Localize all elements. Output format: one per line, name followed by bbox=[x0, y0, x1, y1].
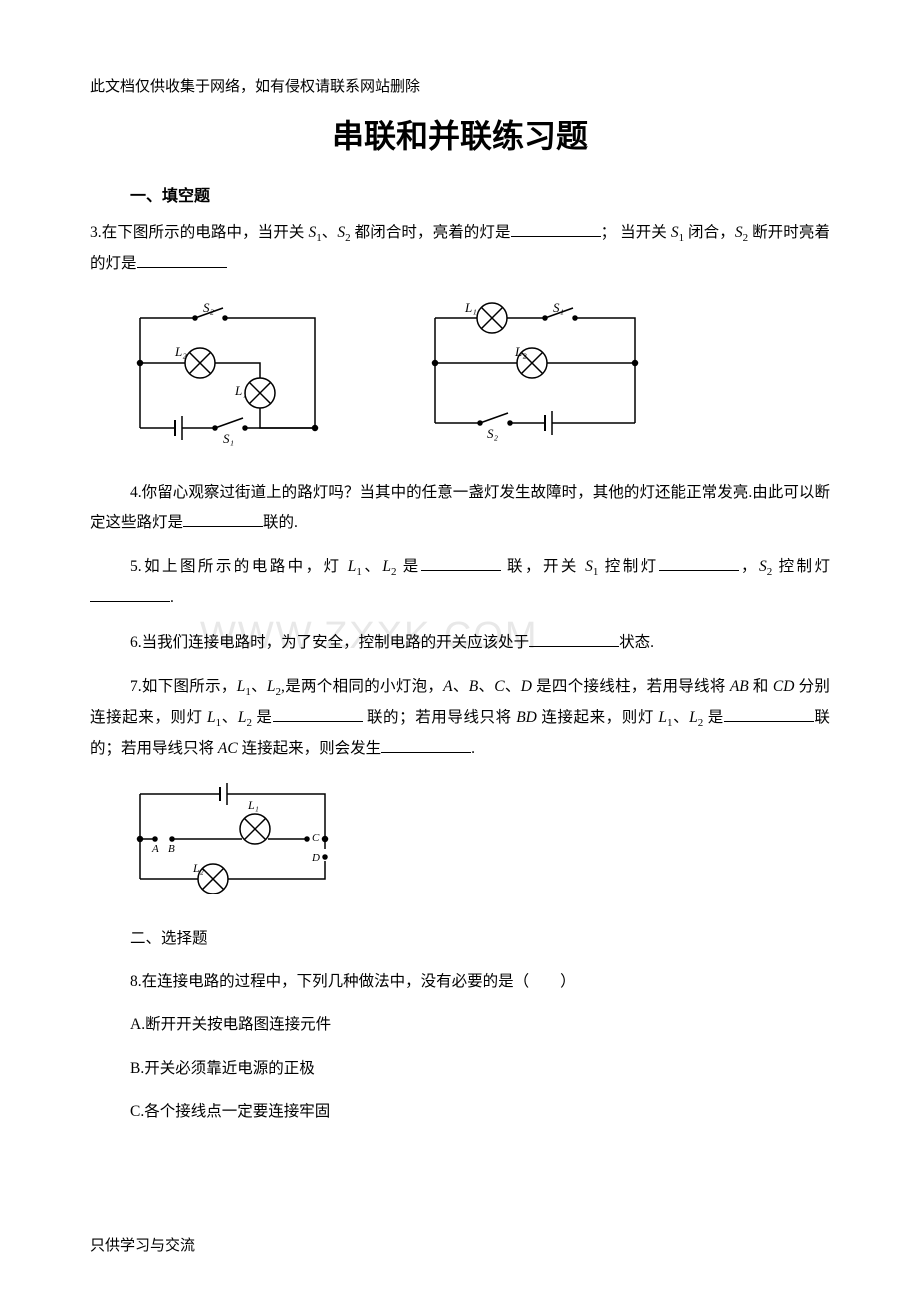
q5-mid5: ， bbox=[739, 558, 759, 575]
q7-mid14: 是 bbox=[703, 709, 724, 726]
q5-mid4: 控制灯 bbox=[598, 558, 658, 575]
d3-l2-label: L₂ bbox=[192, 861, 204, 875]
q5-mid2: 是 bbox=[396, 558, 420, 575]
d1-s1-label: S₁ bbox=[223, 431, 234, 446]
q7-b: B bbox=[469, 678, 478, 695]
q7-mid1: 、 bbox=[251, 678, 267, 695]
q6-blank bbox=[529, 633, 619, 647]
q5-blank2 bbox=[659, 557, 739, 571]
q7-mid6: 是四个接线柱，若用导线将 bbox=[532, 678, 730, 695]
circuit-diagram-2: L₁ S₁ L₂ S₂ bbox=[425, 298, 645, 453]
q5-mid6: 控制灯 bbox=[772, 558, 830, 575]
q7-l5: L bbox=[658, 709, 667, 726]
d3-d-label: D bbox=[311, 852, 320, 864]
d3-b-label: B bbox=[168, 843, 175, 855]
choice-c: C.各个接线点一定要连接牢固 bbox=[90, 1097, 830, 1126]
d1-l2-label: L₂ bbox=[174, 344, 187, 359]
q7-mid5: 、 bbox=[505, 678, 521, 695]
document-content: 此文档仅供收集于网络，如有侵权请联系网站删除 串联和并联练习题 一、填空题 3.… bbox=[90, 75, 830, 1127]
circuit-diagram-3: L₁ L₂ A B C D bbox=[130, 779, 830, 899]
q5-mid1: 、 bbox=[362, 558, 382, 575]
question-4: 4.你留心观察过街道上的路灯吗？当其中的任意一盏灯发生故障时，其他的灯还能正常发… bbox=[90, 478, 830, 537]
q7-mid12: 连接起来，则灯 bbox=[537, 709, 659, 726]
q6-prefix: 6.当我们连接电路时，为了安全，控制电路的开关应该处于 bbox=[130, 634, 529, 651]
page-title: 串联和并联练习题 bbox=[90, 111, 830, 157]
q4-end: 联的. bbox=[263, 514, 298, 531]
q5-prefix: 5.如上图所示的电路中，灯 bbox=[130, 558, 348, 575]
q3-mid2: 都闭合时，亮着的灯是 bbox=[351, 224, 511, 241]
footer-note: 只供学习与交流 bbox=[90, 1234, 195, 1255]
q3-mid1: 、 bbox=[322, 224, 338, 241]
d2-l1-label: L₁ bbox=[464, 300, 477, 315]
q3-mid3: ； 当开关 bbox=[601, 224, 671, 241]
q7-mid2: ,是两个相同的小灯泡， bbox=[281, 678, 443, 695]
q7-c: C bbox=[494, 678, 504, 695]
q7-mid10: 是 bbox=[252, 709, 273, 726]
q7-ab: AB bbox=[730, 678, 749, 695]
q3-blank1 bbox=[511, 223, 601, 237]
circuit-diagram-1: S₂ L₂ L₁ S₁ bbox=[130, 298, 325, 453]
q5-mid3: 联，开关 bbox=[501, 558, 585, 575]
q7-mid4: 、 bbox=[478, 678, 494, 695]
d3-c-label: C bbox=[312, 832, 320, 844]
section2-heading: 二、选择题 bbox=[90, 924, 830, 953]
q7-blank2 bbox=[724, 708, 814, 722]
diagrams-row-1: S₂ L₂ L₁ S₁ bbox=[130, 298, 830, 453]
q5-l2: L bbox=[382, 558, 391, 575]
q7-a: A bbox=[443, 678, 452, 695]
q5-blank1 bbox=[421, 557, 501, 571]
q6-end: 状态. bbox=[619, 634, 654, 651]
q7-mid3: 、 bbox=[453, 678, 469, 695]
q7-blank3 bbox=[381, 739, 471, 753]
d3-a-label: A bbox=[151, 843, 159, 855]
question-6: 6.当我们连接电路时，为了安全，控制电路的开关应该处于 状态. bbox=[90, 628, 830, 657]
q7-l3: L bbox=[207, 709, 216, 726]
section1-heading: 一、填空题 bbox=[90, 182, 830, 206]
q7-bd: BD bbox=[516, 709, 537, 726]
d3-l1-label: L₁ bbox=[247, 798, 259, 812]
q3-s4: S bbox=[735, 224, 743, 241]
d1-l1-label: L₁ bbox=[234, 383, 247, 398]
q7-prefix: 7.如下图所示， bbox=[130, 678, 237, 695]
header-note: 此文档仅供收集于网络，如有侵权请联系网站删除 bbox=[90, 75, 830, 96]
q5-s2: S bbox=[759, 558, 767, 575]
choice-a: A.断开开关按电路图连接元件 bbox=[90, 1010, 830, 1039]
q7-mid7: 和 bbox=[749, 678, 773, 695]
q7-mid9: 、 bbox=[221, 709, 238, 726]
q7-cd: CD bbox=[773, 678, 795, 695]
d1-s2-label: S₂ bbox=[203, 300, 215, 315]
q4-blank bbox=[183, 513, 263, 527]
q3-s2: S bbox=[337, 224, 345, 241]
q5-end: . bbox=[170, 589, 174, 606]
question-3: 3.在下图所示的电路中，当开关 S1、S2 都闭合时，亮着的灯是； 当开关 S1… bbox=[90, 218, 830, 278]
q7-l6: L bbox=[689, 709, 698, 726]
q3-mid4: 闭合， bbox=[684, 224, 735, 241]
q7-end: . bbox=[471, 740, 475, 757]
d2-s2-label: S₂ bbox=[487, 426, 499, 441]
q7-mid13: 、 bbox=[672, 709, 689, 726]
q5-s1: S bbox=[585, 558, 593, 575]
q5-blank3 bbox=[90, 588, 170, 602]
q7-blank1 bbox=[273, 708, 363, 722]
d2-l2-label: L₂ bbox=[514, 344, 527, 359]
q7-ac: AC bbox=[218, 740, 238, 757]
choice-b: B.开关必须靠近电源的正极 bbox=[90, 1054, 830, 1083]
q7-mid11: 联的；若用导线只将 bbox=[363, 709, 517, 726]
q3-blank2 bbox=[137, 254, 227, 268]
question-7: 7.如下图所示，L1、L2,是两个相同的小灯泡，A、B、C、D 是四个接线柱，若… bbox=[90, 672, 830, 763]
question-8: 8.在连接电路的过程中，下列几种做法中，没有必要的是（ ） bbox=[90, 967, 830, 996]
q7-d: D bbox=[521, 678, 532, 695]
q7-l2: L bbox=[267, 678, 276, 695]
d2-s1-label: S₁ bbox=[553, 300, 564, 315]
q7-mid16: 连接起来，则会发生 bbox=[238, 740, 381, 757]
q3-s3: S bbox=[671, 224, 679, 241]
question-5: 5.如上图所示的电路中，灯 L1、L2 是 联，开关 S1 控制灯，S2 控制灯… bbox=[90, 552, 830, 612]
q3-text: 3.在下图所示的电路中，当开关 bbox=[90, 224, 308, 241]
